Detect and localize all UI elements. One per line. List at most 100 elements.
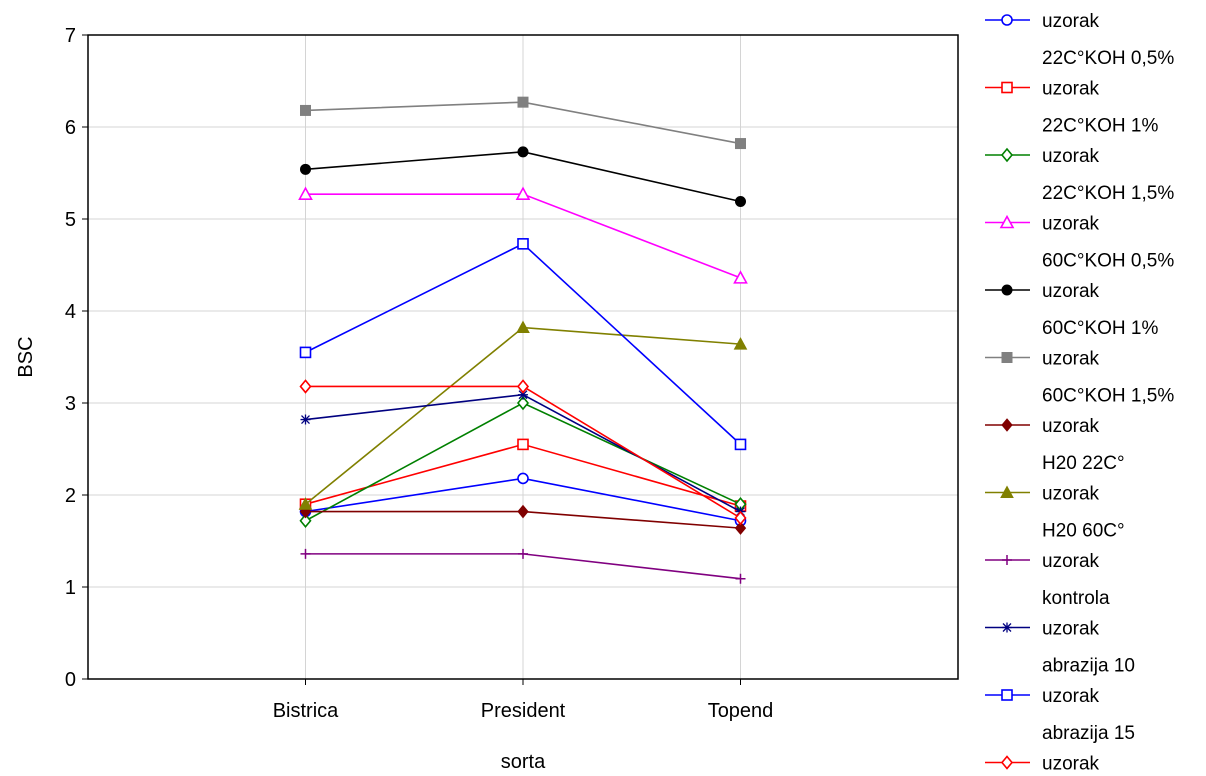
data-point (733, 337, 748, 350)
series-9 (300, 548, 746, 584)
legend-label-line1: uzorak (1042, 146, 1100, 167)
data-point (299, 513, 312, 529)
series-12 (299, 379, 747, 526)
legend-marker (1000, 755, 1014, 770)
y-tick-label: 1 (65, 577, 76, 599)
legend-label-line2: kontrola (1042, 588, 1110, 609)
y-tick-label: 0 (65, 669, 76, 691)
legend-item-6: uzorak 60C°KOH 1,5% (985, 349, 1174, 407)
legend-label-line2: abrazija 15 (1042, 723, 1135, 744)
x-axis-title: sorta (501, 751, 546, 773)
x-tick-label: Bistrica (273, 700, 339, 722)
legend-label-line1: uzorak (1042, 214, 1100, 235)
series-layer (298, 96, 748, 584)
legend-label-line1: uzorak (1042, 349, 1100, 370)
legend-marker (1001, 81, 1013, 94)
data-point (517, 146, 529, 158)
legend-label-line1: uzorak (1042, 619, 1100, 640)
legend-marker (1001, 418, 1013, 432)
y-tick-label: 7 (65, 25, 76, 47)
grid (88, 35, 958, 679)
legend-label-line1: uzorak (1042, 551, 1100, 572)
legend-item-1: uzorak 22C°KOH 0,5% (985, 11, 1174, 69)
data-point (299, 346, 312, 359)
legend-label-line2: abrazija 10 (1042, 656, 1135, 677)
legend-marker (1000, 147, 1014, 163)
data-point (734, 438, 747, 451)
legend-label-line2: H20 22C° (1042, 453, 1125, 474)
data-point (300, 414, 311, 425)
legend-label-line2: H20 60C° (1042, 521, 1125, 542)
data-point (300, 548, 311, 559)
series-6 (300, 96, 746, 150)
legend-label-line1: uzorak (1042, 686, 1100, 707)
data-point (518, 548, 528, 559)
data-point (300, 104, 311, 116)
series-7 (299, 504, 747, 535)
legend-label-line2: 60C°KOH 1% (1042, 318, 1158, 339)
legend-label-line1: uzorak (1042, 416, 1100, 437)
legend-item-2: uzorak 22C°KOH 1% (985, 79, 1158, 137)
legend-marker (1002, 622, 1012, 633)
legend-marker (1002, 555, 1012, 565)
y-tick-label: 5 (65, 209, 76, 231)
data-point (517, 96, 529, 108)
data-point (516, 395, 530, 411)
legend-marker (1001, 14, 1013, 26)
data-point (517, 504, 529, 519)
x-tick-label: President (481, 700, 566, 722)
legend-label-line1: uzorak (1042, 281, 1100, 302)
data-point (733, 270, 748, 284)
series-4 (298, 186, 748, 284)
x-tick-label: Topend (708, 700, 774, 722)
legend-item-5: uzorak 60C°KOH 1% (985, 281, 1158, 339)
legend-label-line2: 22C°KOH 1,5% (1042, 183, 1174, 204)
data-point (515, 186, 531, 200)
series-5 (300, 146, 746, 208)
data-point (299, 379, 312, 394)
legend-item-7: uzorak H20 22C° (985, 416, 1125, 474)
y-tick-label: 3 (65, 393, 76, 415)
data-point (298, 497, 313, 510)
legend-item-9: uzorak kontrola (985, 551, 1110, 609)
legend-marker (1000, 485, 1014, 498)
legend-marker (999, 214, 1015, 229)
legend-marker (1001, 689, 1013, 701)
data-point (734, 510, 747, 526)
series-8 (298, 320, 748, 510)
series-11 (299, 238, 747, 451)
data-point (298, 186, 313, 200)
data-point (517, 238, 529, 250)
data-point (734, 521, 747, 535)
legend-item-11: uzorak abrazija 15 (985, 686, 1135, 744)
legend-item-3: uzorak 22C°KOH 1,5% (985, 146, 1174, 204)
data-point (517, 472, 529, 485)
legend-label-line2: 60C°KOH 0,5% (1042, 251, 1174, 272)
legend-label-line1: uzorak (1042, 79, 1100, 100)
data-point (735, 138, 746, 150)
y-tick-label: 6 (65, 117, 76, 139)
legend-label-line1: uzorak (1042, 484, 1100, 505)
legend-marker (1001, 284, 1013, 296)
legend-label-line1: uzorak (1042, 11, 1100, 32)
legend-item-10: uzorak abrazija 10 (985, 619, 1135, 677)
y-axis-title: BSC (15, 336, 37, 377)
legend-label-line1: uzorak (1042, 754, 1100, 775)
y-tick-label: 2 (65, 485, 76, 507)
legend-marker (1001, 352, 1013, 363)
legend-label-line2: 60C°KOH 1,5% (1042, 386, 1174, 407)
axes: 0 1 2 3 4 5 6 7 Bistrica President Topend (65, 25, 773, 722)
legend-item-4: uzorak 60C°KOH 0,5% (985, 214, 1174, 272)
y-tick-label: 4 (65, 301, 76, 323)
data-point (517, 438, 529, 451)
legend-label-line2: 22C°KOH 1% (1042, 116, 1158, 137)
data-point (516, 379, 530, 394)
legend-item-8: uzorak H20 60C° (985, 484, 1125, 542)
data-point (735, 573, 746, 584)
data-point (518, 389, 528, 400)
series-3 (299, 395, 747, 529)
data-point (735, 196, 746, 208)
